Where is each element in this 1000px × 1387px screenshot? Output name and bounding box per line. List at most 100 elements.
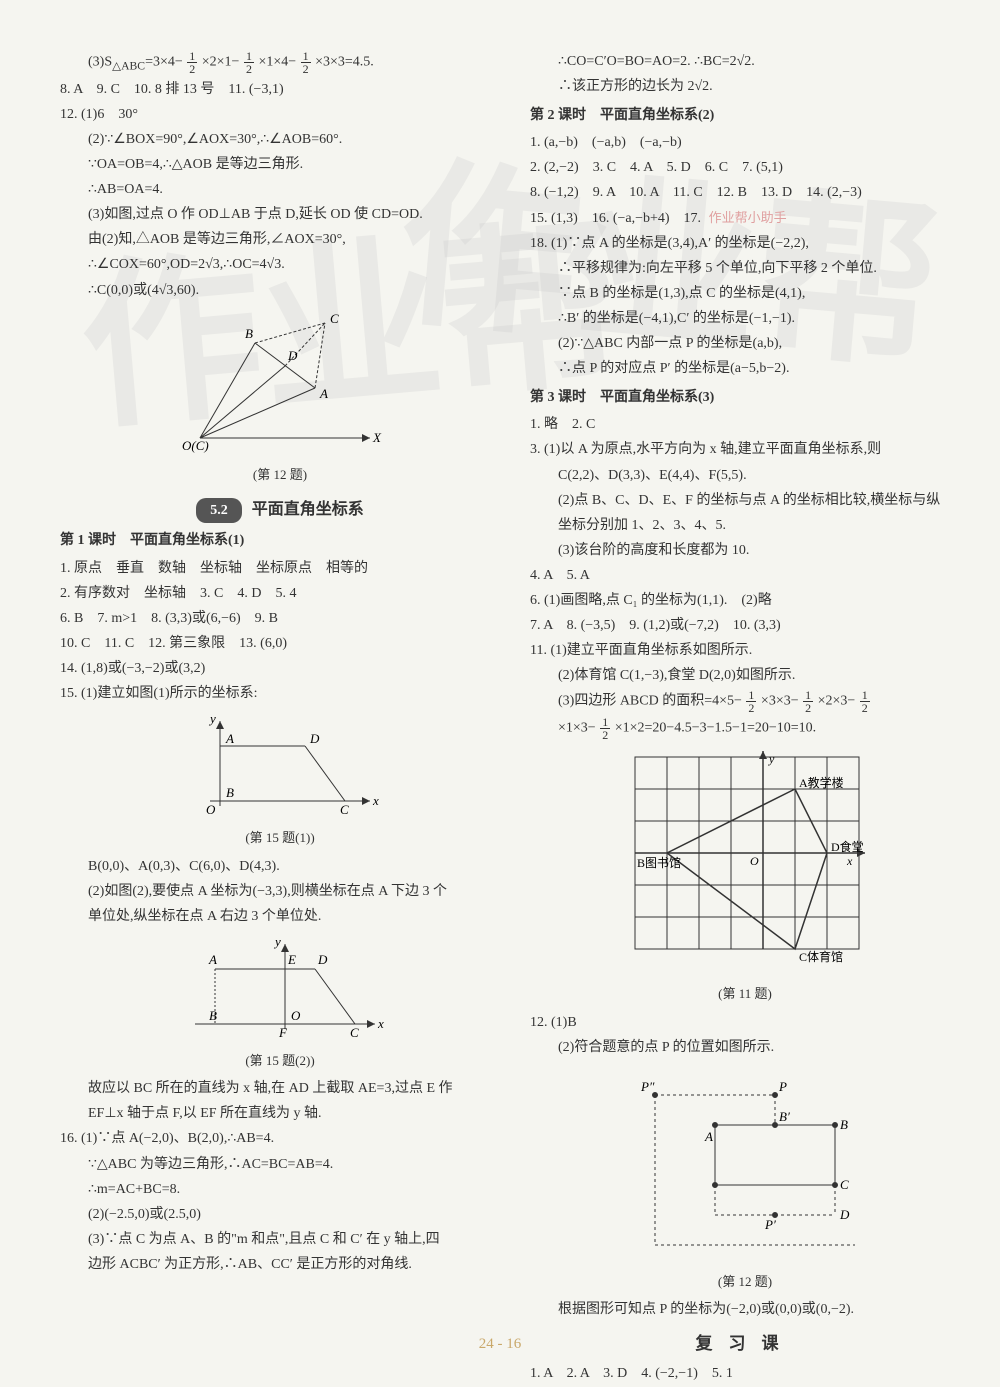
text-line: (3)该台阶的高度和长度都为 10. [530, 539, 960, 562]
svg-text:D: D [287, 348, 298, 363]
text-line: EF⊥x 轴于点 F,以 EF 所在直线为 y 轴. [60, 1102, 500, 1125]
svg-text:y: y [768, 752, 775, 766]
text-line: 由(2)知,△AOB 是等边三角形,∠AOX=30°, [60, 228, 500, 251]
text-line: 16. (1)∵点 A(−2,0)、B(2,0),∴AB=4. [60, 1127, 500, 1150]
svg-text:B′: B′ [779, 1109, 790, 1124]
text-line: 18. (1)∵点 A 的坐标是(3,4),A′ 的坐标是(−2,2), [530, 232, 960, 255]
svg-text:O: O [206, 802, 216, 817]
text-line: ∴CO=C′O=BO=AO=2. ∴BC=2√2. [530, 50, 960, 73]
svg-text:A: A [704, 1129, 713, 1144]
svg-text:C: C [340, 802, 349, 817]
text-line: 12. (1)6 30° [60, 103, 500, 126]
text-line: ∴点 P 的对应点 P′ 的坐标是(a−5,b−2). [530, 357, 960, 380]
text-line: 边形 ACBC′ 为正方形,∴AB、CC′ 是正方形的对角线. [60, 1253, 500, 1276]
text-line: 11. (1)建立平面直角坐标系如图所示. [530, 639, 960, 662]
svg-text:B: B [840, 1117, 848, 1132]
text-line: 6. B 7. m>1 8. (3,3)或(6,−6) 9. B [60, 607, 500, 630]
text: △ABC [112, 60, 145, 73]
text: (3)S [88, 55, 112, 70]
text-line: 15. (1)建立如图(1)所示的坐标系: [60, 682, 500, 705]
text-line: 2. 有序数对 坐标轴 3. C 4. D 5. 4 [60, 582, 500, 605]
figure-caption: (第 15 题(2)) [60, 1050, 500, 1071]
text-line: (3)如图,过点 O 作 OD⊥AB 于点 D,延长 OD 使 CD=OD. [60, 203, 500, 226]
section-title: 平面直角坐标系 [252, 501, 364, 518]
text-line: B(0,0)、A(0,3)、C(6,0)、D(4,3). [60, 855, 500, 878]
text-line: (3)S△ABC=3×4− 12 ×2×1− 12 ×1×4− 12 ×3×3=… [60, 50, 500, 76]
svg-text:D: D [309, 731, 320, 746]
svg-text:x: x [377, 1016, 384, 1031]
text-line: ×1×3− 12 ×1×2=20−4.5−3−1.5−1=20−10=10. [530, 716, 960, 741]
text-line: 1. (a,−b) (−a,b) (−a,−b) [530, 131, 960, 154]
figure-15-1: A D B C O x y [180, 711, 380, 821]
text-line: 坐标分别加 1、2、3、4、5. [530, 514, 960, 537]
svg-text:X: X [372, 430, 382, 445]
svg-text:O: O [750, 854, 759, 868]
svg-text:F: F [278, 1025, 288, 1040]
svg-text:O: O [291, 1008, 301, 1023]
svg-text:A教学楼: A教学楼 [799, 775, 844, 790]
svg-text:y: y [208, 711, 216, 726]
section-badge: 5.2 [196, 498, 242, 523]
text-line: 1. 原点 垂直 数轴 坐标轴 坐标原点 相等的 [60, 557, 500, 580]
text-line: 7. A 8. (−3,5) 9. (1,2)或(−7,2) 10. (3,3) [530, 614, 960, 637]
text-line: 4. A 5. A [530, 564, 960, 587]
text-line: (3)∵点 C 为点 A、B 的"m 和点",且点 C 和 C′ 在 y 轴上,… [60, 1228, 500, 1251]
text-line: (2)∵∠BOX=90°,∠AOX=30°,∴∠AOB=60°. [60, 128, 500, 151]
text-line: (2)如图(2),要使点 A 坐标为(−3,3),则横坐标在点 A 下边 3 个 [60, 880, 500, 903]
text-line: (3)四边形 ABCD 的面积=4×5− 12 ×3×3− 12 ×2×3− 1… [530, 689, 960, 714]
svg-text:C体育馆: C体育馆 [799, 949, 843, 964]
right-column: ∴CO=C′O=BO=AO=2. ∴BC=2√2. ∴该正方形的边长为 2√2.… [530, 50, 960, 1387]
figure-caption: (第 11 题) [530, 983, 960, 1004]
small-watermark: 作业帮小助手 [709, 210, 787, 225]
svg-text:A: A [208, 952, 217, 967]
text-line: (2)符合题意的点 P 的位置如图所示. [530, 1036, 960, 1059]
text-line: ∴m=AC+BC=8. [60, 1178, 500, 1201]
svg-text:B: B [245, 326, 253, 341]
text-line: 8. (−1,2) 9. A 10. A 11. C 12. B 13. D 1… [530, 181, 960, 204]
svg-text:x: x [846, 854, 853, 868]
svg-text:D: D [839, 1207, 850, 1222]
text-line: ∵△ABC 为等边三角形,∴AC=BC=AB=4. [60, 1153, 500, 1176]
text-line: 根据图形可知点 P 的坐标为(−2,0)或(0,0)或(0,−2). [530, 1298, 960, 1321]
svg-text:x: x [372, 793, 379, 808]
text-line: ∴∠COX=60°,OD=2√3,∴OC=4√3. [60, 253, 500, 276]
text-line: 8. A 9. C 10. 8 排 13 号 11. (−3,1) [60, 78, 500, 101]
text-line: (2)(−2.5,0)或(2.5,0) [60, 1203, 500, 1226]
text-line: 单位处,纵坐标在点 A 右边 3 个单位处. [60, 905, 500, 928]
svg-text:C: C [330, 311, 339, 326]
subsection-header: 第 1 课时 平面直角坐标系(1) [60, 529, 500, 552]
text-line: 15. (1,3) 16. (−a,−b+4) 17. 作业帮小助手 [530, 207, 960, 230]
text-line: 故应以 BC 所在的直线为 x 轴,在 AD 上截取 AE=3,过点 E 作 [60, 1077, 500, 1100]
svg-text:A: A [225, 731, 234, 746]
svg-text:B: B [209, 1008, 217, 1023]
svg-text:y: y [273, 934, 281, 949]
text-line: 6. (1)画图略,点 C₁ 的坐标为(1,1). (2)略 [530, 589, 960, 612]
text-line: 2. (2,−2) 3. C 4. A 5. D 6. C 7. (5,1) [530, 156, 960, 179]
subsection-header: 第 2 课时 平面直角坐标系(2) [530, 104, 960, 127]
figure-12b: P P″ P′ A B′ B C D [615, 1065, 875, 1265]
figure-15-2: A E D B F O C x y [175, 934, 385, 1044]
svg-text:P: P [778, 1079, 787, 1094]
text-line: ∴C(0,0)或(4√3,60). [60, 279, 500, 302]
text-line: 12. (1)B [530, 1011, 960, 1034]
text-line: 10. C 11. C 12. 第三象限 13. (6,0) [60, 632, 500, 655]
text: ×3×3=4.5. [315, 55, 374, 70]
svg-text:C: C [840, 1177, 849, 1192]
svg-text:P″: P″ [640, 1079, 655, 1094]
svg-text:D食堂: D食堂 [831, 839, 864, 854]
text-line: 14. (1,8)或(−3,−2)或(3,2) [60, 657, 500, 680]
svg-text:A: A [319, 386, 328, 401]
text-line: ∵OA=OB=4,∴△AOB 是等边三角形. [60, 153, 500, 176]
figure-caption: (第 15 题(1)) [60, 827, 500, 848]
section-header: 5.2 平面直角坐标系 [60, 497, 500, 523]
text-line: (2)∵△ABC 内部一点 P 的坐标是(a,b), [530, 332, 960, 355]
text-line: ∴B′ 的坐标是(−4,1),C′ 的坐标是(−1,−1). [530, 307, 960, 330]
review-header: 复习课 [530, 1330, 960, 1358]
figure-caption: (第 12 题) [60, 464, 500, 485]
content-columns: (3)S△ABC=3×4− 12 ×2×1− 12 ×1×4− 12 ×3×3=… [60, 50, 960, 1387]
subsection-header: 第 3 课时 平面直角坐标系(3) [530, 386, 960, 409]
text: ×2×1− [202, 55, 240, 70]
left-column: (3)S△ABC=3×4− 12 ×2×1− 12 ×1×4− 12 ×3×3=… [60, 50, 500, 1387]
svg-text:D: D [317, 952, 328, 967]
svg-text:B: B [226, 785, 234, 800]
